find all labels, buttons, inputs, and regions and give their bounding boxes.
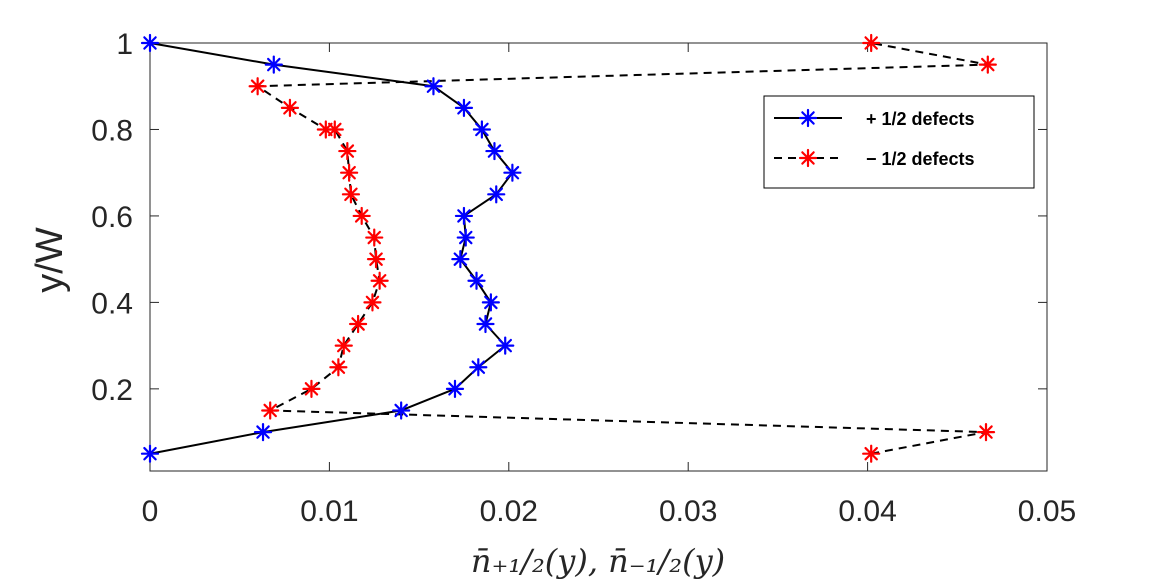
data-point-s1 bbox=[334, 336, 353, 355]
data-point-s1 bbox=[862, 444, 881, 463]
y-tick-label: 1 bbox=[116, 28, 133, 61]
data-point-s1 bbox=[349, 314, 368, 334]
x-axis-title: n̄₊₁/₂(y), n̄₋₁/₂(y) bbox=[471, 542, 725, 580]
data-point-s1 bbox=[352, 206, 371, 226]
legend-entry-plus-half: + 1/2 defects bbox=[774, 108, 975, 129]
legend-entry-minus-half: − 1/2 defects bbox=[774, 148, 975, 169]
data-point-s1 bbox=[978, 55, 997, 74]
y-axis-title: y/W bbox=[29, 227, 71, 293]
legend-asterisk bbox=[798, 108, 818, 128]
x-tick-label: 0.02 bbox=[480, 495, 538, 528]
legend-label-minus-half: − 1/2 defects bbox=[866, 149, 975, 169]
data-point-s1 bbox=[366, 250, 386, 269]
legend-asterisk bbox=[798, 148, 818, 168]
data-point-s1 bbox=[365, 228, 384, 247]
x-tick-label: 0 bbox=[142, 495, 159, 528]
data-point-s1 bbox=[338, 141, 357, 161]
data-point-s0 bbox=[253, 422, 273, 442]
data-point-s0 bbox=[481, 293, 500, 312]
data-point-s1 bbox=[976, 422, 996, 442]
data-point-s1 bbox=[341, 185, 361, 204]
data-point-s1 bbox=[248, 77, 267, 96]
data-point-s0 bbox=[472, 120, 491, 139]
y-tick-label: 0.4 bbox=[91, 287, 133, 320]
data-point-s0 bbox=[487, 185, 506, 204]
data-point-s1 bbox=[370, 271, 389, 290]
x-tick-label: 0.03 bbox=[659, 495, 717, 528]
data-point-s1 bbox=[261, 401, 280, 420]
data-point-s0 bbox=[485, 141, 504, 161]
data-point-s0 bbox=[454, 206, 474, 226]
tick-labels: 0 0.01 0.02 0.03 0.04 0.05 0.2 0.4 0.6 0.8 1 bbox=[91, 28, 1076, 528]
data-point-s0 bbox=[451, 250, 470, 269]
y-tick-label: 0.6 bbox=[91, 201, 133, 234]
data-point-s0 bbox=[392, 401, 411, 420]
legend: + 1/2 defects − 1/2 defects bbox=[763, 95, 1035, 189]
legend-marker-minus-half bbox=[798, 148, 818, 168]
data-point-s1 bbox=[340, 163, 359, 182]
data-point-s1 bbox=[316, 120, 335, 139]
data-point-s1 bbox=[329, 358, 348, 377]
data-point-s0 bbox=[454, 98, 474, 117]
data-point-s1 bbox=[302, 379, 321, 398]
data-point-s0 bbox=[456, 228, 475, 247]
legend-label-plus-half: + 1/2 defects bbox=[866, 109, 975, 129]
data-point-s1 bbox=[862, 33, 881, 53]
data-point-s0 bbox=[467, 271, 486, 290]
data-point-s0 bbox=[264, 55, 283, 74]
data-point-s0 bbox=[469, 358, 488, 377]
legend-marker-plus-half bbox=[798, 108, 818, 128]
data-point-s1 bbox=[363, 293, 382, 312]
data-point-s0 bbox=[503, 163, 522, 182]
data-point-s0 bbox=[424, 77, 443, 96]
data-point-s0 bbox=[140, 33, 160, 53]
data-point-s0 bbox=[476, 314, 495, 334]
data-series bbox=[140, 33, 997, 463]
y-tick-label: 0.2 bbox=[91, 374, 133, 407]
data-point-s0 bbox=[496, 336, 515, 355]
data-point-s0 bbox=[445, 379, 465, 398]
y-tick-label: 0.8 bbox=[91, 114, 133, 147]
x-tick-label: 0.01 bbox=[300, 495, 358, 528]
x-tick-label: 0.04 bbox=[838, 495, 896, 528]
data-point-s1 bbox=[280, 98, 300, 117]
data-point-s0 bbox=[140, 444, 160, 463]
x-tick-label: 0.05 bbox=[1018, 495, 1076, 528]
